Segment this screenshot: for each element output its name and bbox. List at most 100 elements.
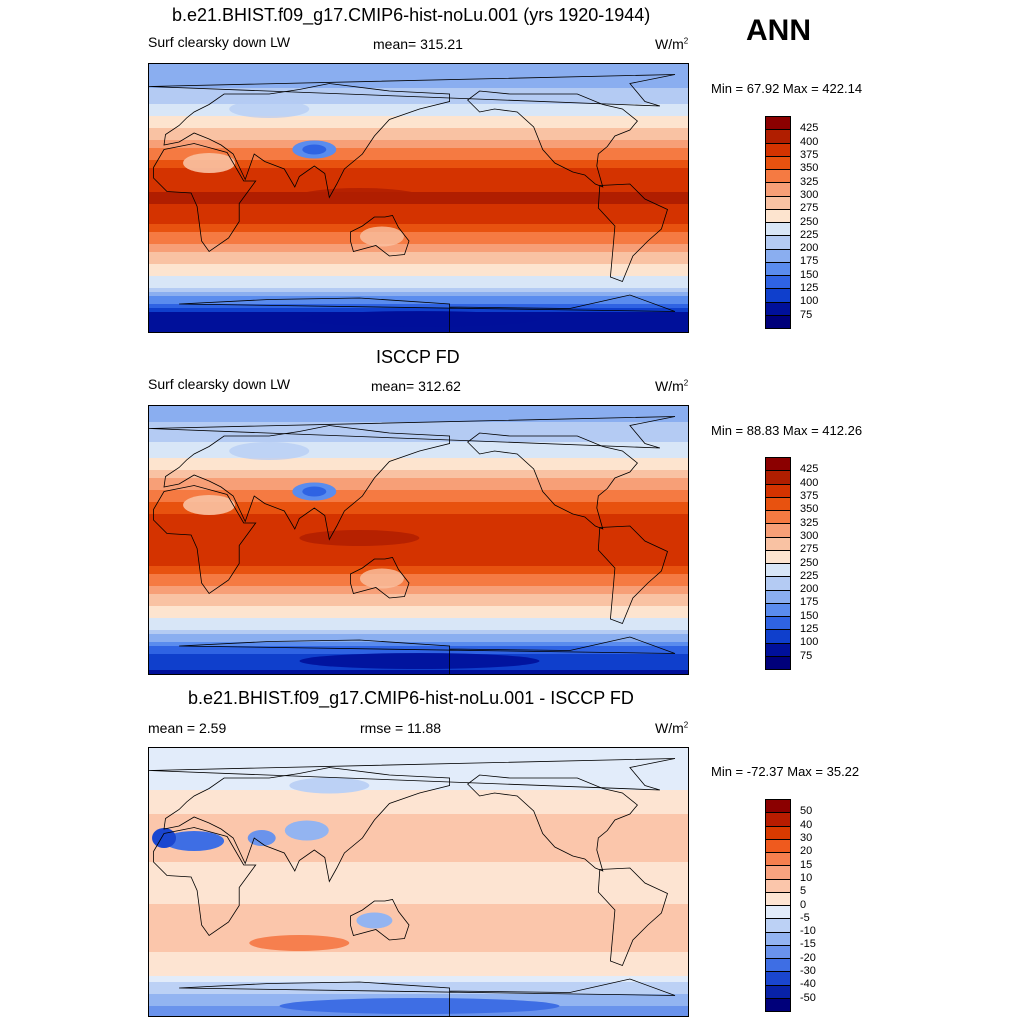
colorbar-swatch — [766, 590, 790, 604]
colorbar-swatch — [766, 130, 790, 144]
zonal-band — [149, 618, 688, 623]
panel1-variable-label: Surf clearsky down LW — [148, 34, 291, 50]
diff-zonal-band — [149, 910, 688, 917]
zonal-band — [149, 606, 688, 611]
zonal-band — [149, 236, 688, 241]
panel3-title: b.e21.BHIST.f09_g17.CMIP6-hist-noLu.001 … — [188, 688, 634, 708]
zonal-band — [149, 582, 688, 587]
zonal-band — [149, 120, 688, 125]
diff-zonal-band — [149, 994, 688, 1001]
colorbar-swatch — [766, 276, 790, 290]
zonal-band — [149, 610, 688, 615]
warm-pool-region — [299, 530, 420, 546]
zonal-band — [149, 260, 688, 265]
colorbar-tick-label: 150 — [800, 268, 819, 281]
zonal-band — [149, 284, 688, 289]
australia-interior-region — [359, 226, 404, 247]
panel3-units: W/m2 — [655, 720, 689, 736]
zonal-band — [149, 414, 688, 419]
zonal-band — [149, 84, 688, 89]
zonal-band — [149, 650, 688, 655]
colorbar-tick-label: 225 — [800, 569, 819, 582]
colorbar-tick-label: 400 — [800, 476, 819, 489]
colorbar-swatch — [766, 800, 790, 814]
zonal-band — [149, 634, 688, 639]
zonal-band — [149, 594, 688, 599]
panel1-minmax: Min = 67.92 Max = 422.14 — [711, 81, 863, 96]
tibet-core-region — [302, 144, 327, 155]
zonal-band — [149, 328, 688, 332]
diff-zonal-band — [149, 802, 688, 809]
zonal-band — [149, 534, 688, 539]
panel3-map — [148, 747, 689, 1017]
coastline — [163, 767, 450, 883]
zonal-band — [149, 562, 688, 567]
asia-negative-region — [284, 820, 329, 841]
zonal-band — [149, 458, 688, 463]
zonal-band — [149, 486, 688, 491]
siberia-negative-region — [289, 777, 370, 794]
zonal-band — [149, 434, 688, 439]
coastline — [350, 557, 410, 599]
colorbar-tick-label: 275 — [800, 543, 819, 556]
zonal-band — [149, 184, 688, 189]
panel2-map — [148, 405, 689, 675]
colorbar-tick-label: 425 — [800, 463, 819, 476]
colorbar-swatch — [766, 866, 790, 880]
panel1-map — [148, 63, 689, 333]
diff-zonal-band — [149, 898, 688, 905]
colorbar-swatch — [766, 236, 790, 250]
colorbar-swatch — [766, 892, 790, 906]
zonal-band — [149, 470, 688, 475]
zonal-band — [149, 438, 688, 443]
zonal-band — [149, 542, 688, 547]
colorbar-tick-label: 175 — [800, 255, 819, 268]
zonal-band — [149, 108, 688, 113]
colorbar-tick-label: 125 — [800, 282, 819, 295]
zonal-band — [149, 450, 688, 455]
colorbar-tick-label: 350 — [800, 503, 819, 516]
zonal-band — [149, 538, 688, 543]
colorbar-tick-label: 125 — [800, 623, 819, 636]
zonal-band — [149, 124, 688, 129]
sahara-region — [183, 153, 236, 173]
zonal-band — [149, 168, 688, 173]
coastline — [350, 215, 410, 257]
coastline — [149, 416, 676, 449]
siberia-region — [229, 100, 310, 118]
colorbar-swatch — [766, 302, 790, 316]
coastline — [466, 774, 638, 872]
zonal-band — [149, 88, 688, 93]
arabia-negative-region — [247, 830, 276, 846]
colorbar-tick-label: 75 — [800, 308, 813, 321]
zonal-band — [149, 502, 688, 507]
colorbar-tick-label: 375 — [800, 489, 819, 502]
colorbar-tick-label: 300 — [800, 188, 819, 201]
panel3-rmse-label: rmse = 11.88 — [360, 720, 442, 736]
colorbar-swatch — [766, 249, 790, 263]
zonal-band — [149, 160, 688, 165]
colorbar-tick-label: 175 — [800, 596, 819, 609]
west-africa-negative-region — [152, 828, 177, 848]
zonal-band — [149, 622, 688, 627]
colorbar-tick-label: -20 — [800, 951, 816, 964]
colorbar-swatch — [766, 906, 790, 920]
coastline — [149, 74, 676, 107]
zonal-band — [149, 132, 688, 137]
colorbar-tick-label: 100 — [800, 295, 819, 308]
zonal-band — [149, 546, 688, 551]
diff-zonal-band — [149, 748, 688, 755]
zonal-band — [149, 630, 688, 635]
colorbar-swatch — [766, 603, 790, 617]
colorbar-tick-label: 200 — [800, 242, 819, 255]
zonal-band — [149, 224, 688, 229]
colorbar-tick-label: 250 — [800, 556, 819, 569]
colorbar-swatch — [766, 919, 790, 933]
colorbar-swatch — [766, 262, 790, 276]
colorbar-swatch — [766, 209, 790, 223]
antarctic-plateau-region — [299, 653, 540, 669]
diff-zonal-band — [149, 766, 688, 773]
colorbar-swatch — [766, 196, 790, 210]
colorbar-tick-label: -15 — [800, 938, 816, 951]
zonal-band — [149, 244, 688, 249]
